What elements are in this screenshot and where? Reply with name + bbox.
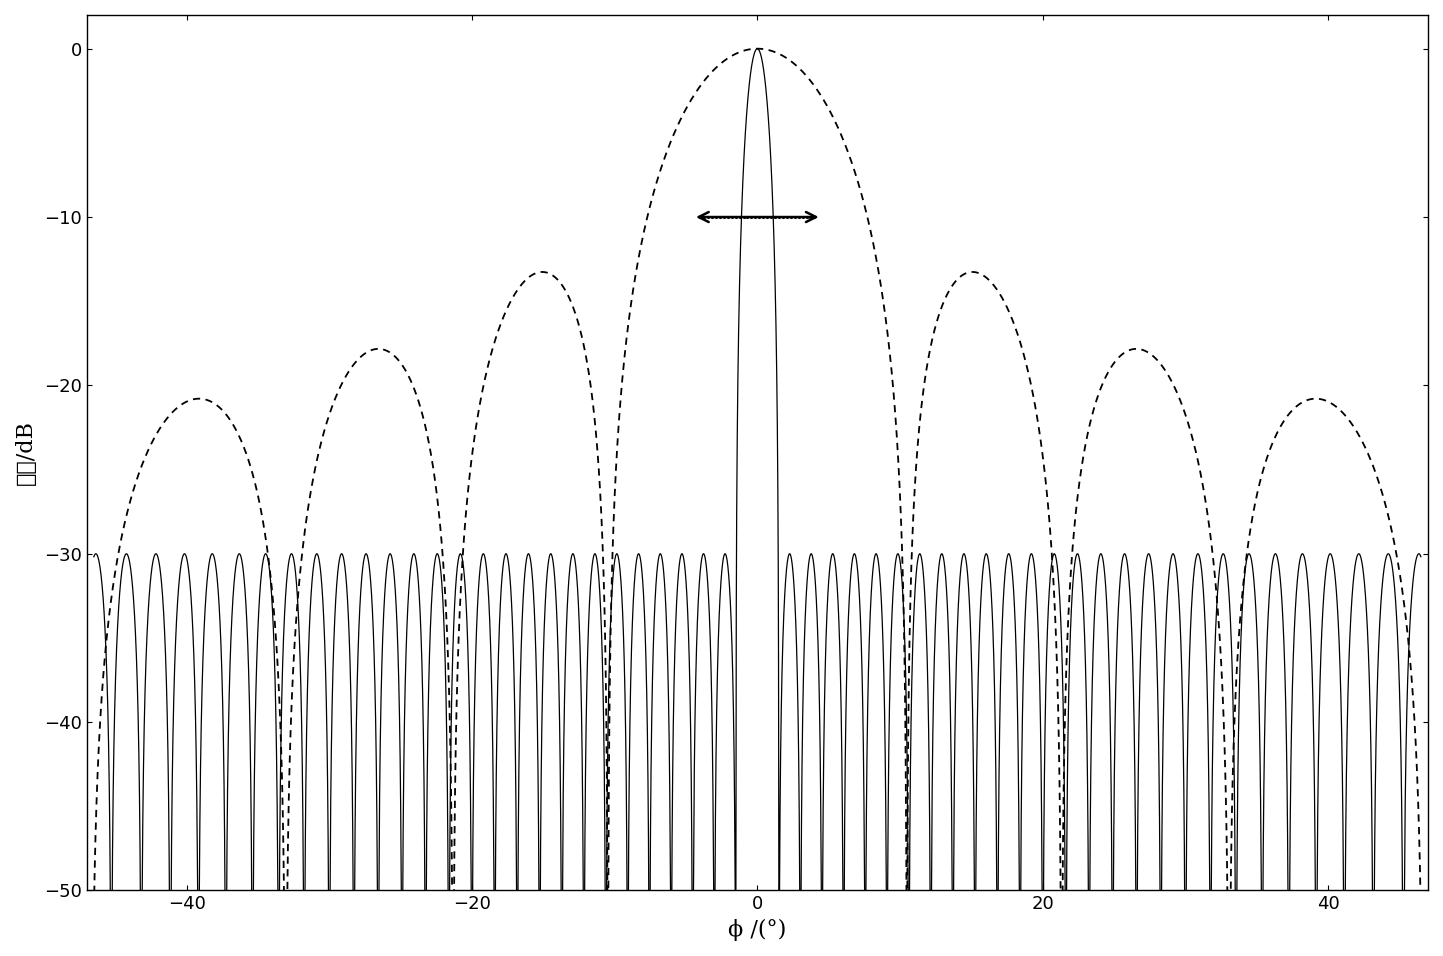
X-axis label: ϕ /(°): ϕ /(°) bbox=[729, 919, 786, 941]
Y-axis label: 振幅/dB: 振幅/dB bbox=[14, 421, 38, 486]
